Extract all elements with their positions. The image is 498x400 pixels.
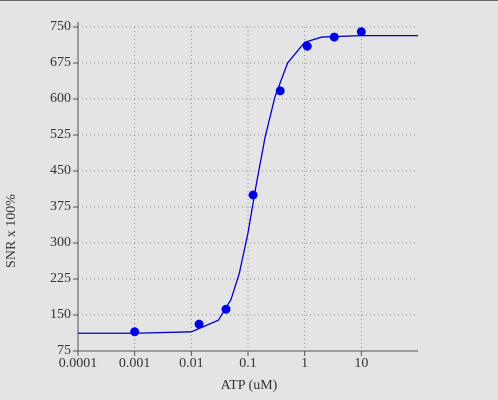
data-point [302, 41, 312, 51]
x-tick-label: 0.001 [119, 356, 151, 371]
x-axis-label: ATP (uM) [221, 378, 278, 393]
data-point [130, 327, 140, 337]
y-tick-label: 450 [50, 163, 71, 178]
y-tick-label: 675 [50, 55, 71, 70]
y-axis-label: SNR x 100% [4, 194, 19, 268]
fit-line [78, 34, 418, 334]
x-tick-label: 1 [301, 356, 308, 371]
data-point [248, 190, 258, 200]
y-tick-label: 525 [50, 127, 71, 142]
data-point [275, 86, 285, 96]
x-tick-label: 0.1 [239, 356, 257, 371]
x-tick-label: 10 [354, 356, 368, 371]
x-tick-label: 0.0001 [59, 356, 98, 371]
y-tick-label: 75 [57, 343, 71, 358]
data-point [356, 27, 366, 37]
y-tick-label: 225 [50, 271, 71, 286]
x-tick-label: 0.01 [179, 356, 204, 371]
y-tick-label: 150 [50, 307, 71, 322]
y-tick-label: 750 [50, 19, 71, 34]
y-tick-label: 600 [50, 91, 71, 106]
y-tick-label: 300 [50, 235, 71, 250]
data-point [329, 32, 339, 42]
y-tick-label: 375 [50, 199, 71, 214]
data-point [194, 319, 204, 329]
data-point [221, 304, 231, 314]
